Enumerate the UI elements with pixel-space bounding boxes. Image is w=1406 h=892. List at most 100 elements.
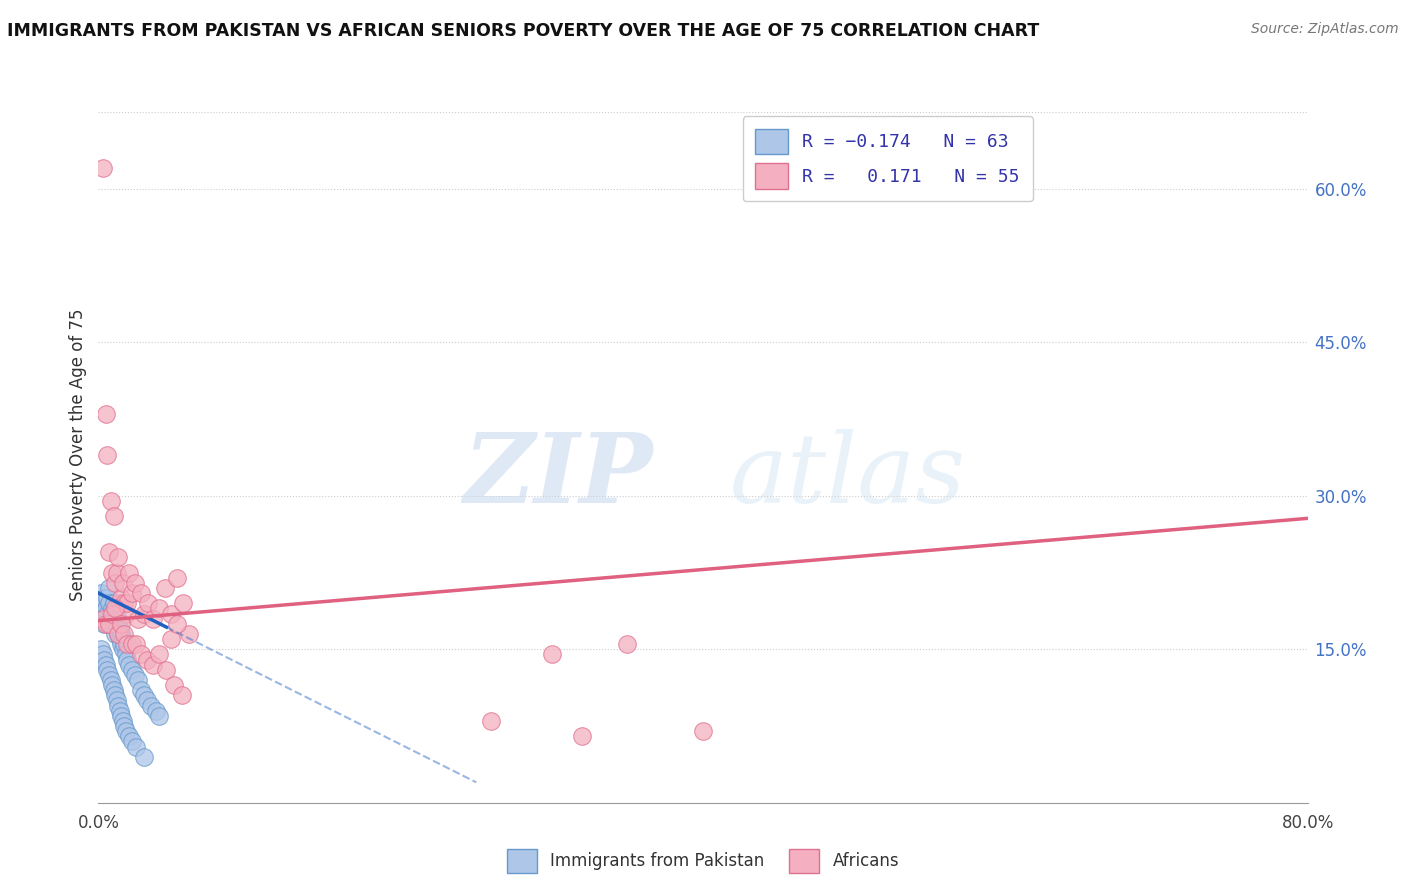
Point — [111, 575, 134, 590]
Point — [172, 596, 194, 610]
Point — [104, 627, 127, 641]
Point — [118, 657, 141, 672]
Point — [148, 708, 170, 723]
Point — [90, 586, 112, 600]
Point — [125, 739, 148, 754]
Point — [94, 616, 117, 631]
Point — [111, 642, 134, 657]
Point — [101, 612, 124, 626]
Point — [129, 648, 152, 662]
Point — [93, 652, 115, 666]
Point — [110, 616, 132, 631]
Point — [136, 596, 159, 610]
Point — [107, 627, 129, 641]
Point — [155, 663, 177, 677]
Point — [105, 622, 128, 636]
Point — [91, 607, 114, 621]
Point — [103, 509, 125, 524]
Point — [127, 673, 149, 687]
Point — [135, 693, 157, 707]
Point — [540, 648, 562, 662]
Point — [112, 637, 135, 651]
Point — [142, 657, 165, 672]
Point — [135, 652, 157, 666]
Point — [104, 689, 127, 703]
Text: ZIP: ZIP — [463, 429, 652, 523]
Point — [108, 632, 131, 646]
Point — [115, 596, 138, 610]
Point — [115, 652, 138, 666]
Point — [141, 698, 163, 713]
Point — [111, 714, 134, 728]
Point — [98, 581, 121, 595]
Point — [163, 678, 186, 692]
Point — [110, 591, 132, 606]
Point — [121, 663, 143, 677]
Point — [112, 627, 135, 641]
Point — [111, 632, 134, 646]
Point — [107, 698, 129, 713]
Point — [160, 607, 183, 621]
Point — [101, 678, 124, 692]
Point — [96, 663, 118, 677]
Point — [105, 616, 128, 631]
Point — [91, 612, 114, 626]
Point — [107, 612, 129, 626]
Point — [112, 596, 135, 610]
Point — [100, 607, 122, 621]
Point — [127, 612, 149, 626]
Point — [101, 566, 124, 580]
Point — [94, 407, 117, 421]
Y-axis label: Seniors Poverty Over the Age of 75: Seniors Poverty Over the Age of 75 — [69, 309, 87, 601]
Point — [100, 673, 122, 687]
Point — [110, 627, 132, 641]
Point — [100, 494, 122, 508]
Point — [124, 668, 146, 682]
Point — [91, 648, 114, 662]
Legend: Immigrants from Pakistan, Africans: Immigrants from Pakistan, Africans — [501, 842, 905, 880]
Point — [571, 729, 593, 743]
Point — [142, 612, 165, 626]
Point — [125, 637, 148, 651]
Point — [94, 657, 117, 672]
Point — [148, 648, 170, 662]
Point — [121, 637, 143, 651]
Point — [114, 607, 136, 621]
Point — [96, 448, 118, 462]
Point — [107, 550, 129, 565]
Text: IMMIGRANTS FROM PAKISTAN VS AFRICAN SENIORS POVERTY OVER THE AGE OF 75 CORRELATI: IMMIGRANTS FROM PAKISTAN VS AFRICAN SENI… — [7, 22, 1039, 40]
Point — [94, 612, 117, 626]
Point — [96, 591, 118, 606]
Point — [96, 607, 118, 621]
Point — [104, 601, 127, 615]
Point — [108, 622, 131, 636]
Point — [108, 596, 131, 610]
Point — [153, 581, 176, 595]
Point — [132, 749, 155, 764]
Point — [616, 637, 638, 651]
Point — [115, 637, 138, 651]
Point — [98, 668, 121, 682]
Legend: R = −0.174   N = 63, R =   0.171   N = 55: R = −0.174 N = 63, R = 0.171 N = 55 — [742, 116, 1032, 202]
Point — [160, 632, 183, 646]
Point — [129, 683, 152, 698]
Text: Source: ZipAtlas.com: Source: ZipAtlas.com — [1251, 22, 1399, 37]
Point — [101, 607, 124, 621]
Point — [124, 575, 146, 590]
Point — [105, 693, 128, 707]
Point — [129, 586, 152, 600]
Point — [108, 704, 131, 718]
Point — [179, 627, 201, 641]
Point — [118, 566, 141, 580]
Point — [121, 734, 143, 748]
Text: atlas: atlas — [730, 429, 966, 523]
Point — [91, 161, 114, 176]
Point — [110, 637, 132, 651]
Point — [114, 648, 136, 662]
Point — [93, 591, 115, 606]
Point — [104, 607, 127, 621]
Point — [112, 719, 135, 733]
Point — [105, 566, 128, 580]
Point — [101, 601, 124, 615]
Point — [103, 596, 125, 610]
